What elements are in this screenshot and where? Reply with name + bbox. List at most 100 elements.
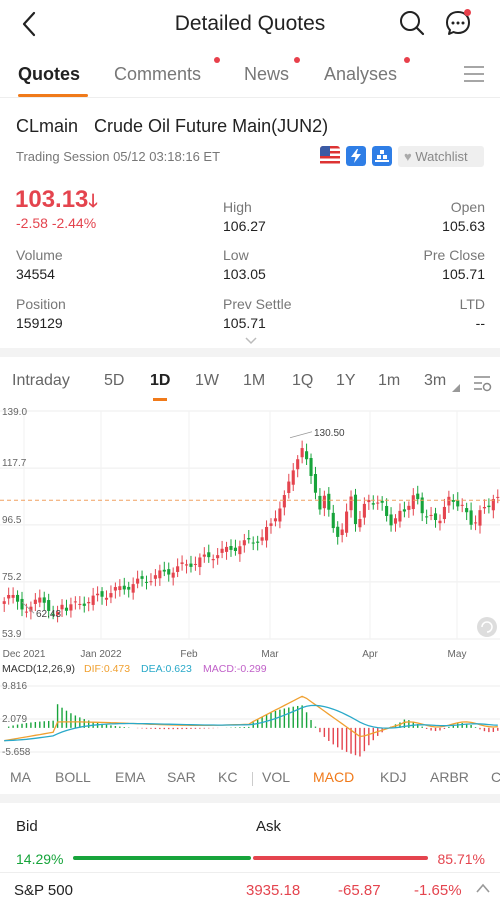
watchlist-button[interactable]: ♥ Watchlist xyxy=(398,146,484,167)
candle-body xyxy=(78,603,82,605)
bid-ratio-bar xyxy=(73,856,251,860)
watchlist-label: Watchlist xyxy=(415,149,468,164)
candle-body xyxy=(256,541,260,543)
period-3min[interactable]: 3m xyxy=(424,372,447,389)
period-1w[interactable]: 1W xyxy=(195,372,219,389)
candle-body xyxy=(118,586,122,591)
period-1min[interactable]: 1m xyxy=(378,372,401,389)
candle-body xyxy=(278,508,282,522)
trading-session: Trading Session 05/12 03:18:16 ET xyxy=(16,149,221,164)
indicator-boll[interactable]: BOLL xyxy=(55,769,91,785)
chat-icon[interactable] xyxy=(444,9,472,37)
indicator-kdj[interactable]: KDJ xyxy=(380,769,407,785)
indicator-sar[interactable]: SAR xyxy=(167,769,196,785)
instrument-title: CLmain Crude Oil Future Main(JUN2) xyxy=(16,116,328,137)
preclose-label: Pre Close xyxy=(423,247,485,263)
candle-body xyxy=(229,545,233,550)
candle-body xyxy=(238,546,242,555)
indicator-more[interactable]: C xyxy=(491,769,500,785)
back-arrow-icon[interactable] xyxy=(16,10,44,38)
y-tick-label: 117.7 xyxy=(2,458,27,469)
high-value: 106.27 xyxy=(223,218,266,234)
period-1d[interactable]: 1D xyxy=(150,372,171,389)
candle-body xyxy=(216,555,220,559)
candle-body xyxy=(242,540,246,546)
candle-body xyxy=(496,496,500,498)
level2-icon xyxy=(372,146,392,166)
last-price-value: 103.13 xyxy=(15,186,89,213)
instrument-name: Crude Oil Future Main(JUN2) xyxy=(94,116,329,136)
chart-reset-button[interactable] xyxy=(477,617,497,637)
tab-comments[interactable]: Comments xyxy=(114,64,202,84)
period-1y[interactable]: 1Y xyxy=(336,372,356,389)
expand-chevron-icon[interactable] xyxy=(244,335,258,345)
instrument-code: CLmain xyxy=(16,116,79,136)
ltd-value: -- xyxy=(475,315,485,331)
low-value: 103.05 xyxy=(223,266,266,282)
candle-body xyxy=(260,537,264,541)
candle-body xyxy=(433,513,438,520)
indicator-ma[interactable]: MA xyxy=(10,769,31,785)
period-dropdown-icon[interactable] xyxy=(452,384,460,392)
indicator-ema[interactable]: EMA xyxy=(115,769,146,785)
indicator-arbr[interactable]: ARBR xyxy=(430,769,469,785)
change-percent: -2.44% xyxy=(51,215,97,231)
ltd-label: LTD xyxy=(459,296,485,312)
section-tabs: Quotes Comments News Analyses xyxy=(0,52,500,98)
candle-body xyxy=(42,597,46,603)
volume-label: Volume xyxy=(16,247,63,263)
indicator-divider xyxy=(252,772,253,786)
candle-body xyxy=(442,506,446,520)
indicator-vol[interactable]: VOL xyxy=(262,769,291,785)
x-axis-label: Apr xyxy=(362,649,378,660)
y-tick-label: 53.9 xyxy=(2,629,22,640)
candle-body xyxy=(233,547,237,552)
candle-body xyxy=(69,604,73,611)
tab-quotes[interactable]: Quotes xyxy=(18,64,81,84)
dif-line xyxy=(4,695,498,742)
candle-body xyxy=(211,559,215,561)
candle-body xyxy=(193,563,197,565)
menu-icon[interactable] xyxy=(463,64,485,84)
candle-body xyxy=(425,516,429,518)
period-1m[interactable]: 1M xyxy=(243,372,266,389)
macd-legend-item: MACD:-0.299 xyxy=(203,663,267,675)
period-intraday[interactable]: Intraday xyxy=(12,372,70,389)
candle-body xyxy=(402,509,406,512)
candle-body xyxy=(465,508,469,513)
change-value: -2.58 xyxy=(16,215,48,231)
low-label: Low xyxy=(223,247,249,263)
tab-analyses[interactable]: Analyses xyxy=(324,64,398,84)
tab-news[interactable]: News xyxy=(244,64,290,84)
indicator-macd[interactable]: MACD xyxy=(313,769,355,785)
position-label: Position xyxy=(16,296,66,312)
candle-body xyxy=(296,459,300,470)
ask-ratio-bar xyxy=(253,856,428,860)
ticker-change-pct: -1.65% xyxy=(414,882,462,899)
macd-tick-label: -5.658 xyxy=(2,747,31,758)
candle-body xyxy=(269,523,273,526)
candle-body xyxy=(385,505,389,516)
indicator-kc[interactable]: KC xyxy=(218,769,238,785)
time-axis-labels: Dec 2021 Jan 2022 Feb Mar Apr May xyxy=(3,649,467,660)
max-leader-line xyxy=(289,431,313,439)
active-tab-indicator xyxy=(18,94,88,97)
candle-body xyxy=(265,526,269,541)
search-icon[interactable] xyxy=(398,9,426,37)
x-axis-label: Dec 2021 xyxy=(3,649,46,660)
candle-body xyxy=(158,570,162,579)
heart-icon: ♥ xyxy=(404,149,412,164)
period-5d[interactable]: 5D xyxy=(104,372,125,389)
price-chart[interactable]: 139.0 117.7 96.5 75.2 53.9 Dec 2021 Jan 2022 F… xyxy=(0,404,500,764)
high-label: High xyxy=(223,199,252,215)
chevron-up-icon[interactable] xyxy=(474,881,492,895)
ticker-change: -65.87 xyxy=(338,882,381,899)
candle-body xyxy=(273,518,278,522)
period-1q[interactable]: 1Q xyxy=(292,372,314,389)
chart-settings-icon[interactable] xyxy=(472,372,492,394)
y-tick-label: 75.2 xyxy=(2,572,22,583)
index-ticker[interactable]: S&P 500 3935.18 -65.87 -1.65% xyxy=(0,872,500,906)
analyses-badge xyxy=(404,57,410,63)
candle-body xyxy=(491,499,495,511)
x-axis-label: Jan 2022 xyxy=(80,649,122,660)
